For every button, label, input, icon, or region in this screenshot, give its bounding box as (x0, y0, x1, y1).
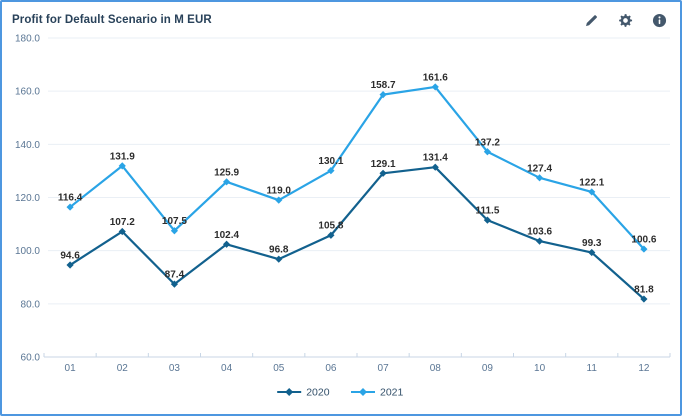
legend-marker (285, 388, 294, 396)
settings-button[interactable] (617, 12, 634, 29)
data-point-label: 94.6 (60, 251, 80, 262)
x-axis-label: 02 (117, 363, 129, 374)
data-point-2020-01[interactable] (66, 261, 74, 269)
x-axis-label: 08 (430, 363, 442, 374)
profit-line-chart: 180.0 160.0 140.0 120.0 100.0 80.0 60.0 01 02 03 0… (15, 34, 671, 399)
data-point-2021-07[interactable] (379, 91, 387, 99)
data-point-label: 116.4 (58, 193, 83, 204)
x-axis-label: 12 (638, 363, 650, 374)
data-point-2021-06[interactable] (327, 167, 335, 175)
data-point-label: 131.9 (110, 151, 135, 162)
y-axis-label: 140.0 (15, 140, 40, 151)
y-axis-label: 180.0 (15, 34, 40, 45)
x-axis-label: 10 (534, 363, 546, 374)
data-point-2020-06[interactable] (327, 231, 335, 239)
data-point-label: 103.6 (527, 227, 552, 238)
data-point-label: 125.9 (214, 167, 239, 178)
data-point-label: 99.3 (582, 238, 602, 249)
data-point-2021-09[interactable] (483, 148, 492, 156)
data-point-label: 158.7 (371, 80, 396, 91)
data-point-2020-08[interactable] (431, 163, 439, 171)
data-point-2021-05[interactable] (275, 196, 283, 204)
info-button[interactable] (651, 12, 668, 29)
y-axis-label: 100.0 (15, 246, 40, 257)
chart-title: Profit for Default Scenario in M EUR (12, 14, 212, 26)
series-line-2021 (68, 85, 646, 251)
legend-item-2020[interactable]: 2020 (277, 387, 330, 399)
data-point-label: 105.8 (318, 221, 343, 232)
data-point-2020-04[interactable] (222, 240, 231, 248)
series-line-2020 (68, 166, 646, 301)
data-point-label: 107.2 (110, 217, 135, 228)
data-point-2020-12[interactable] (640, 295, 648, 303)
edit-button[interactable] (583, 12, 600, 29)
data-point-2021-03[interactable] (170, 227, 179, 235)
gear-icon (619, 13, 633, 27)
chart-area: 180.0 160.0 140.0 120.0 100.0 80.0 60.0 01 02 03 0… (2, 30, 680, 414)
data-point-2020-05[interactable] (275, 255, 283, 263)
data-point-2021-02[interactable] (118, 162, 126, 170)
data-point-2020-11[interactable] (588, 248, 596, 257)
data-point-label: 96.8 (269, 245, 289, 256)
data-point-2021-08[interactable] (431, 83, 439, 91)
data-point-label: 100.6 (631, 235, 656, 246)
info-icon (652, 13, 667, 27)
data-point-2021-11[interactable] (588, 188, 596, 196)
y-axis-label: 120.0 (15, 193, 40, 204)
x-axis-label: 07 (378, 363, 390, 374)
data-point-label: 127.4 (527, 163, 552, 174)
x-axis-label: 03 (169, 363, 181, 374)
data-point-2020-07[interactable] (379, 169, 387, 177)
x-axis-label: 05 (273, 363, 285, 374)
data-point-label: 130.1 (318, 156, 343, 167)
data-point-label: 87.4 (165, 270, 185, 281)
x-axis-label: 06 (325, 363, 337, 374)
legend-label: 2021 (380, 387, 404, 399)
card-header: Profit for Default Scenario in M EUR (2, 2, 680, 32)
data-point-label: 119.0 (267, 186, 292, 197)
data-point-2020-10[interactable] (535, 237, 544, 245)
data-point-2021-10[interactable] (535, 174, 544, 182)
data-point-2021-04[interactable] (222, 178, 231, 186)
y-axis-label: 80.0 (21, 299, 41, 310)
data-point-2021-12[interactable] (640, 245, 648, 253)
data-point-label: 129.1 (371, 159, 396, 170)
legend-item-2021[interactable]: 2021 (351, 387, 404, 399)
x-axis-label: 01 (65, 363, 77, 374)
y-axis-label: 60.0 (21, 353, 41, 364)
data-point-label: 111.5 (475, 206, 499, 217)
legend-label: 2020 (306, 387, 330, 399)
data-point-2021-01[interactable] (66, 203, 74, 211)
data-point-2020-09[interactable] (483, 216, 492, 224)
data-point-label: 122.1 (579, 177, 604, 188)
legend-marker (359, 388, 367, 396)
x-axis-label: 11 (587, 363, 598, 374)
data-point-label: 137.2 (475, 137, 500, 148)
pencil-icon (585, 14, 597, 26)
x-axis-label: 04 (221, 363, 233, 374)
data-point-label: 107.5 (162, 216, 187, 227)
data-point-label: 102.4 (214, 230, 239, 241)
y-axis-label: 160.0 (15, 87, 40, 98)
data-point-label: 81.8 (634, 285, 654, 296)
data-point-label: 161.6 (423, 72, 448, 83)
data-point-2020-02[interactable] (118, 227, 126, 236)
data-point-label: 131.4 (423, 153, 448, 164)
x-axis-label: 09 (482, 363, 494, 374)
card-toolbar (583, 12, 668, 29)
